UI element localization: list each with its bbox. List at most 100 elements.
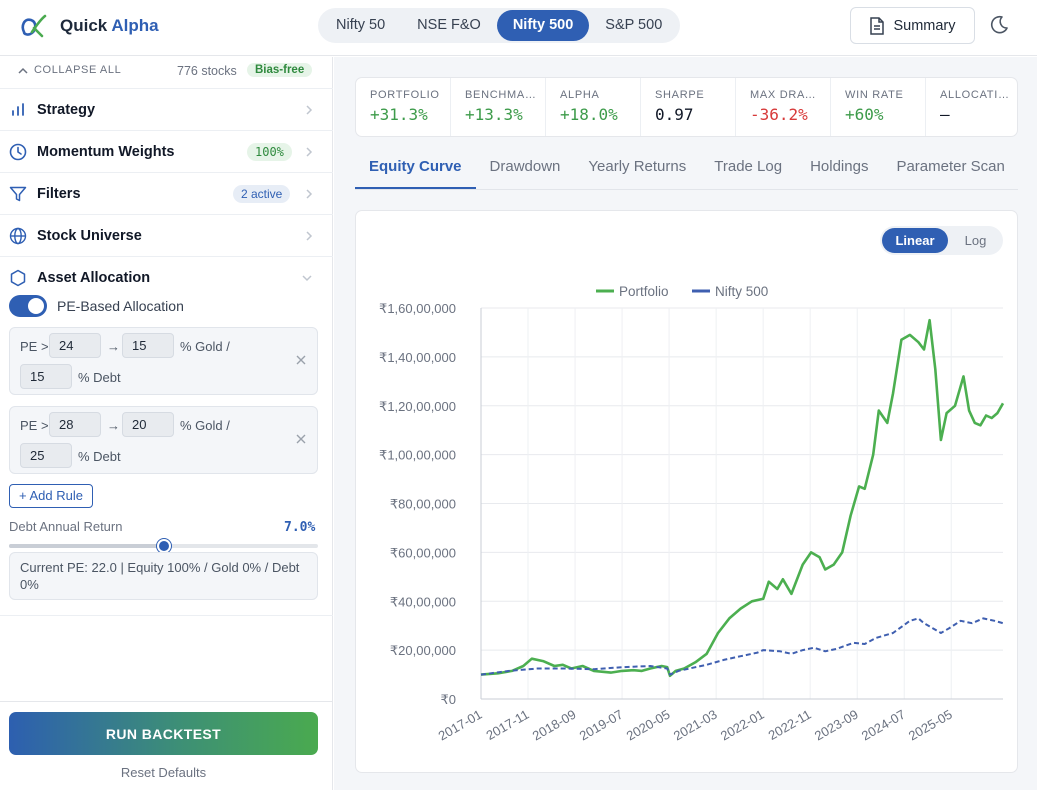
section-filters[interactable]: Filters 2 active — [0, 172, 333, 214]
metric-label: ALPHA — [560, 89, 600, 101]
quick-alpha-logo[interactable] — [18, 12, 48, 40]
debt-label: % Debt — [78, 449, 121, 464]
x-tick-label: 2023-09 — [812, 707, 861, 744]
equity-curve-card: Linear Log ₹0 ₹20,00,000 ₹40,00,000 ₹60,00,… — [355, 210, 1018, 773]
debt-label: % Debt — [78, 370, 121, 385]
debt-return-label: Debt Annual Return — [9, 519, 123, 534]
x-tick-label: 2021-03 — [671, 707, 720, 744]
brand-part2: Alpha — [111, 16, 159, 35]
metric-value: — — [940, 105, 950, 124]
globe-icon — [9, 227, 27, 245]
section-universe-title: Stock Universe — [37, 227, 142, 244]
gold-label: % Gold / — [180, 339, 230, 354]
x-tick-label: 2020-05 — [624, 707, 673, 744]
summary-label: Summary — [893, 17, 956, 34]
debt-return-slider[interactable] — [9, 539, 318, 553]
gold-percent-input[interactable]: 20 — [122, 412, 174, 437]
section-asset-allocation[interactable]: Asset Allocation — [0, 256, 333, 298]
metric-value: +18.0% — [560, 105, 618, 124]
pe-allocation-toggle-row: PE-Based Allocation — [9, 295, 184, 317]
tab-drawdown[interactable]: Drawdown — [489, 158, 561, 175]
close-icon[interactable] — [294, 353, 308, 367]
pe-allocation-label: PE-Based Allocation — [57, 298, 184, 314]
section-allocation-title: Asset Allocation — [37, 269, 151, 286]
market-tab-nse-fo[interactable]: NSE F&O — [417, 17, 481, 33]
chevron-right-icon — [306, 147, 313, 157]
collapse-all-button[interactable]: COLLAPSE ALL — [18, 64, 121, 76]
section-filters-title: Filters — [37, 185, 81, 202]
pe-rule-card: PE > 28 → 20 % Gold / 25 % Debt — [9, 406, 318, 474]
debt-return-value: 7.0% — [284, 520, 316, 535]
slider-thumb[interactable] — [156, 539, 171, 553]
metric-label: SHARPE — [655, 89, 705, 101]
market-tab-nifty-50[interactable]: Nifty 50 — [336, 17, 386, 33]
scale-linear-button[interactable]: Linear — [882, 228, 948, 253]
pe-threshold-input[interactable]: 24 — [49, 333, 101, 358]
chevron-right-icon — [306, 105, 313, 115]
market-tabs: Nifty 50 NSE F&O Nifty 500 S&P 500 — [318, 8, 681, 43]
moon-icon[interactable] — [988, 14, 1010, 36]
metric-label: BENCHMARK — [465, 89, 537, 101]
main-content: PORTFOLIO +31.3% BENCHMARK +13.3% ALPHA … — [334, 57, 1037, 790]
filter-icon — [9, 186, 27, 202]
sidebar: COLLAPSE ALL 776 stocks Bias-free Strate… — [0, 57, 333, 790]
chevron-down-icon — [302, 275, 312, 282]
run-backtest-button[interactable]: RUN BACKTEST — [9, 712, 318, 755]
section-stock-universe[interactable]: Stock Universe — [0, 214, 333, 256]
gold-percent-input[interactable]: 15 — [122, 333, 174, 358]
document-icon — [870, 16, 885, 35]
legend-label-portfolio: Portfolio — [619, 284, 669, 299]
tab-yearly-returns[interactable]: Yearly Returns — [588, 158, 687, 175]
collapse-all-label: COLLAPSE ALL — [34, 64, 122, 76]
metrics-bar: PORTFOLIO +31.3% BENCHMARK +13.3% ALPHA … — [355, 77, 1018, 137]
momentum-weight-badge: 100% — [247, 142, 292, 161]
current-pe-info: Current PE: 22.0 | Equity 100% / Gold 0%… — [9, 552, 318, 600]
x-tick-label: 2022-01 — [718, 707, 767, 744]
market-tab-nifty-500[interactable]: Nifty 500 — [496, 10, 590, 41]
brand-part1: Quick — [60, 16, 108, 35]
metric-label: PORTFOLIO — [370, 89, 440, 101]
tab-equity-curve[interactable]: Equity Curve — [355, 153, 476, 189]
section-momentum-title: Momentum Weights — [37, 143, 175, 160]
section-strategy-title: Strategy — [37, 101, 96, 118]
pe-threshold-input[interactable]: 28 — [49, 412, 101, 437]
y-tick-label: ₹80,00,000 — [390, 497, 456, 512]
metric-value: +13.3% — [465, 105, 523, 124]
market-tab-sp-500[interactable]: S&P 500 — [605, 17, 663, 33]
add-rule-button[interactable]: + Add Rule — [9, 484, 93, 508]
y-tick-label: ₹1,00,00,000 — [379, 448, 456, 463]
y-tick-label: ₹1,60,00,000 — [379, 301, 456, 316]
divider — [0, 615, 333, 616]
chevron-up-icon — [18, 67, 28, 74]
close-icon[interactable] — [294, 432, 308, 446]
y-tick-label: ₹1,20,00,000 — [379, 399, 456, 414]
debt-percent-input[interactable]: 25 — [20, 443, 72, 468]
section-strategy[interactable]: Strategy — [0, 88, 333, 130]
x-tick-label: 2017-11 — [484, 707, 532, 743]
x-tick-label: 2017-01 — [436, 707, 485, 744]
y-tick-label: ₹0 — [440, 692, 456, 707]
x-tick-label: 2024-07 — [859, 707, 908, 744]
gold-label: % Gold / — [180, 418, 230, 433]
y-tick-label: ₹40,00,000 — [390, 594, 456, 609]
metric-value: 0.97 — [655, 105, 694, 124]
brand-name: Quick Alpha — [60, 16, 159, 36]
tab-parameter-scan[interactable]: Parameter Scan — [896, 158, 1005, 175]
debt-percent-input[interactable]: 15 — [20, 364, 72, 389]
metric-benchmark: BENCHMARK +13.3% — [451, 78, 546, 136]
reset-defaults-link[interactable]: Reset Defaults — [120, 765, 207, 780]
metric-alpha: ALPHA +18.0% — [546, 78, 641, 136]
metric-label: ALLOCATION — [940, 89, 1012, 101]
pe-label: PE > — [20, 418, 49, 433]
section-momentum-weights[interactable]: Momentum Weights 100% — [0, 130, 333, 172]
pe-label: PE > — [20, 339, 49, 354]
metric-label: WIN RATE — [845, 89, 904, 101]
pe-allocation-toggle[interactable] — [9, 295, 47, 317]
scale-log-button[interactable]: Log — [964, 233, 987, 248]
tab-trade-log[interactable]: Trade Log — [714, 158, 783, 175]
sidebar-actions: RUN BACKTEST Reset Defaults — [0, 701, 333, 790]
pe-rule-card: PE > 24 → 15 % Gold / 15 % Debt — [9, 327, 318, 395]
summary-button[interactable]: Summary — [850, 7, 975, 44]
equity-curve-chart: ₹0 ₹20,00,000 ₹40,00,000 ₹60,00,000 ₹80,00,0… — [379, 284, 1005, 744]
tab-holdings[interactable]: Holdings — [810, 158, 869, 175]
